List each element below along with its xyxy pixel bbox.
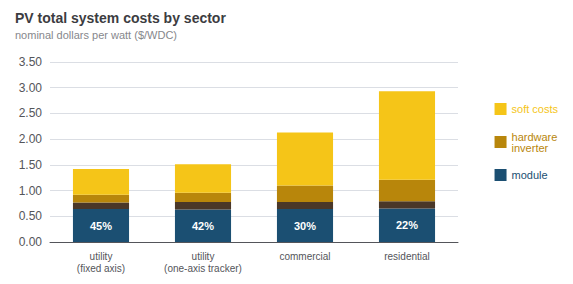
svg-text:utility: utility — [90, 251, 113, 262]
svg-text:(one-axis tracker): (one-axis tracker) — [164, 263, 242, 274]
svg-text:45%: 45% — [90, 220, 112, 232]
svg-text:commercial: commercial — [279, 251, 330, 262]
svg-text:inverter: inverter — [512, 142, 549, 154]
svg-text:22%: 22% — [396, 219, 418, 231]
svg-text:1.50: 1.50 — [19, 158, 43, 172]
svg-text:1.00: 1.00 — [19, 184, 43, 198]
svg-text:soft costs: soft costs — [512, 103, 559, 115]
svg-text:residential: residential — [384, 251, 430, 262]
svg-text:30%: 30% — [294, 220, 316, 232]
svg-text:3.50: 3.50 — [19, 55, 43, 69]
svg-text:hardware: hardware — [511, 130, 558, 143]
svg-text:(fixed axis): (fixed axis) — [77, 263, 125, 274]
svg-text:PV total system costs by secto: PV total system costs by sector — [15, 10, 226, 26]
svg-text:utility: utility — [192, 251, 215, 262]
svg-text:0.00: 0.00 — [19, 235, 43, 249]
svg-text:0.50: 0.50 — [19, 209, 43, 223]
svg-text:3.00: 3.00 — [19, 81, 43, 95]
svg-text:2.00: 2.00 — [19, 132, 43, 146]
svg-text:2.50: 2.50 — [19, 106, 43, 120]
svg-text:module: module — [512, 169, 548, 181]
svg-text:nominal dollars per watt ($/WD: nominal dollars per watt ($/WDC) — [15, 29, 177, 41]
svg-text:42%: 42% — [192, 220, 214, 232]
